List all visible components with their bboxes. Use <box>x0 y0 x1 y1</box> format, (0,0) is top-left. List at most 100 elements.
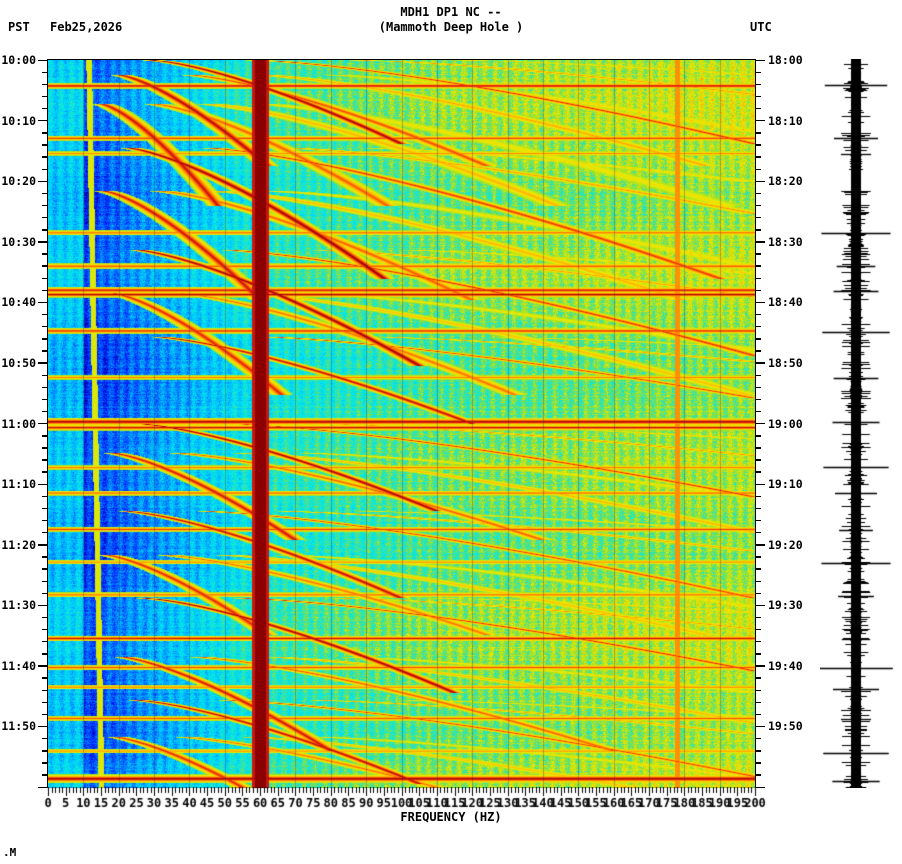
axis-minor-tick <box>42 713 48 716</box>
axis-minor-tick <box>755 204 761 207</box>
axis-minor-tick <box>42 568 48 570</box>
axis-minor-tick <box>42 507 48 510</box>
axis-minor-tick <box>42 762 48 764</box>
pst-time-tick-label: 11:20 <box>1 537 36 552</box>
right-timezone-label: UTC <box>750 20 772 34</box>
axis-major-tick <box>38 180 48 183</box>
axis-minor-tick <box>42 628 48 631</box>
axis-minor-tick <box>42 289 48 292</box>
axis-major-tick <box>755 241 765 243</box>
utc-time-tick-label: 19:40 <box>768 658 803 673</box>
axis-minor-tick <box>42 519 48 522</box>
axis-minor-tick <box>755 447 761 449</box>
axis-minor-tick <box>755 556 761 558</box>
axis-major-tick <box>38 604 48 607</box>
axis-minor-tick <box>42 556 48 558</box>
frequency-axis-label: FREQUENCY (HZ) <box>400 810 502 824</box>
axis-minor-tick <box>755 507 761 510</box>
axis-minor-tick <box>42 532 48 534</box>
axis-minor-tick <box>755 192 761 195</box>
axis-minor-tick <box>42 653 48 655</box>
axis-minor-tick <box>42 338 48 340</box>
axis-minor-tick <box>42 398 48 401</box>
axis-minor-tick <box>42 192 48 195</box>
utc-time-tick-label: 19:50 <box>768 719 803 734</box>
axis-minor-tick <box>755 519 761 522</box>
utc-time-tick-label: 18:20 <box>768 174 803 189</box>
axis-minor-tick <box>755 265 761 267</box>
left-timezone-label: PST <box>8 20 30 34</box>
axis-minor-tick <box>755 641 761 643</box>
axis-major-tick <box>38 725 48 728</box>
utc-time-tick-label: 18:10 <box>768 113 803 128</box>
axis-minor-tick <box>42 435 48 437</box>
axis-major-tick <box>755 362 765 364</box>
pst-time-tick-label: 11:40 <box>1 658 36 673</box>
axis-minor-tick <box>42 253 48 255</box>
axis-minor-tick <box>42 410 48 413</box>
time-axis-pst: 10:00 10:10 10:20 10:30 10:40 10:50 11:00 11:10… <box>0 53 48 795</box>
axis-minor-tick <box>42 447 48 449</box>
axis-major-tick <box>755 544 765 546</box>
time-axis-utc: 18:00 18:10 18:20 18:30 18:40 18:50 19:00 19:10… <box>755 53 875 795</box>
axis-minor-tick <box>42 689 48 691</box>
pst-time-tick-label: 10:50 <box>1 355 36 370</box>
axis-minor-tick <box>755 350 761 352</box>
axis-minor-tick <box>755 774 761 776</box>
axis-minor-tick <box>755 313 761 316</box>
axis-minor-tick <box>755 592 761 595</box>
axis-minor-tick <box>755 628 761 631</box>
axis-minor-tick <box>42 459 48 461</box>
pst-time-tick-label: 11:30 <box>1 598 36 613</box>
axis-minor-tick <box>42 204 48 207</box>
axis-minor-tick <box>755 132 761 134</box>
spectrogram-canvas[interactable] <box>48 60 755 787</box>
axis-minor-tick <box>755 168 761 170</box>
axis-minor-tick <box>755 217 761 219</box>
axis-minor-tick <box>755 616 761 619</box>
axis-minor-tick <box>42 95 48 98</box>
axis-minor-tick <box>755 532 761 534</box>
axis-minor-tick <box>42 701 48 704</box>
utc-time-tick-label: 19:20 <box>768 537 803 552</box>
axis-minor-tick <box>42 592 48 595</box>
axis-major-tick <box>38 665 48 667</box>
axis-minor-tick <box>42 217 48 219</box>
axis-minor-tick <box>42 107 48 110</box>
axis-minor-tick <box>42 616 48 619</box>
axis-minor-tick <box>755 677 761 679</box>
axis-major-tick <box>755 423 765 425</box>
axis-minor-tick <box>755 701 761 704</box>
utc-time-tick-label: 19:30 <box>768 598 803 613</box>
axis-minor-tick <box>755 386 761 389</box>
pst-time-tick-label: 11:00 <box>1 416 36 431</box>
axis-minor-tick <box>755 580 761 582</box>
axis-major-tick <box>755 120 765 122</box>
axis-minor-tick <box>755 435 761 437</box>
axis-minor-tick <box>755 71 761 73</box>
axis-minor-tick <box>42 386 48 389</box>
axis-minor-tick <box>42 132 48 134</box>
pst-time-tick-label: 10:00 <box>1 53 36 67</box>
axis-minor-tick <box>42 168 48 170</box>
axis-minor-tick <box>42 350 48 352</box>
axis-minor-tick <box>755 471 761 473</box>
utc-time-tick-label: 18:50 <box>768 355 803 370</box>
axis-minor-tick <box>755 144 761 146</box>
axis-minor-tick <box>42 326 48 328</box>
axis-major-tick <box>38 483 48 485</box>
axis-minor-tick <box>755 738 761 740</box>
axis-minor-tick <box>755 762 761 764</box>
axis-minor-tick <box>755 326 761 328</box>
utc-time-tick-label: 19:10 <box>768 477 803 492</box>
axis-major-tick <box>755 725 765 728</box>
pst-time-tick-label: 11:10 <box>1 477 36 492</box>
axis-major-tick <box>755 665 765 667</box>
axis-minor-tick <box>42 471 48 473</box>
axis-minor-tick <box>42 83 48 86</box>
axis-minor-tick <box>42 71 48 73</box>
pst-time-tick-label: 10:10 <box>1 113 36 128</box>
spectrogram-plot[interactable] <box>48 60 755 787</box>
axis-minor-tick <box>42 374 48 376</box>
axis-minor-tick <box>755 156 761 158</box>
